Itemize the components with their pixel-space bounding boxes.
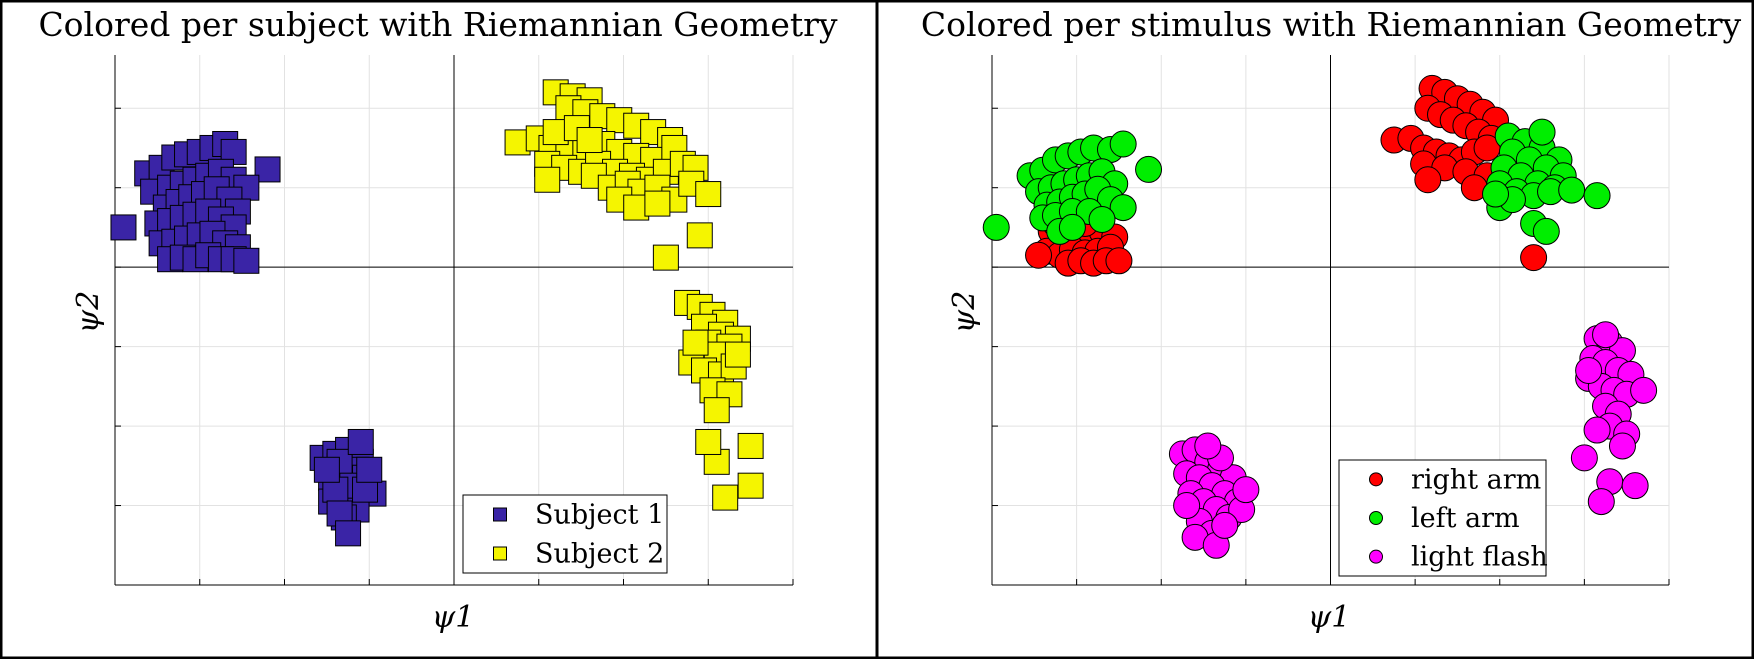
point-light-flash <box>1630 376 1658 404</box>
point-subject-2 <box>712 484 739 511</box>
point-left-arm <box>1109 194 1137 222</box>
right-panel: Colored per stimulus with Riemannian Geo… <box>876 0 1754 659</box>
point-subject-1 <box>356 456 383 483</box>
point-subject-1 <box>335 520 362 547</box>
point-right-arm <box>1105 247 1133 275</box>
left-x-axis-label: ψ1 <box>432 600 475 635</box>
point-left-arm <box>1109 130 1137 158</box>
point-subject-2 <box>703 397 730 424</box>
legend-label-left-arm: left arm <box>1411 503 1520 534</box>
point-subject-2 <box>652 244 679 271</box>
legend-marker-light-flash <box>1369 549 1383 564</box>
point-subject-2 <box>644 190 671 217</box>
point-subject-2 <box>534 166 561 193</box>
point-light-flash <box>1583 416 1611 444</box>
point-subject-2 <box>576 127 603 154</box>
point-light-flash <box>1173 492 1201 520</box>
legend-marker-right-arm <box>1369 472 1383 487</box>
right-panel-frame <box>876 0 1754 659</box>
point-right-arm <box>1025 241 1053 269</box>
left-y-axis-label: ψ2 <box>71 291 106 334</box>
point-subject-2 <box>695 181 722 208</box>
point-subject-2 <box>737 472 764 499</box>
point-right-arm <box>1414 166 1442 194</box>
point-right-arm <box>1520 244 1548 272</box>
point-left-arm <box>1058 213 1086 241</box>
left-chart-title: Colored per subject with Riemannian Geom… <box>38 5 837 44</box>
point-light-flash <box>1211 511 1239 539</box>
point-left-arm <box>1583 182 1611 210</box>
point-left-arm <box>1528 118 1556 146</box>
right-chart-title: Colored per stimulus with Riemannian Geo… <box>921 5 1742 44</box>
point-light-flash <box>1232 476 1260 504</box>
point-light-flash <box>1587 488 1615 516</box>
legend-label-right-arm: right arm <box>1411 464 1541 495</box>
point-subject-2 <box>686 222 713 249</box>
point-light-flash <box>1608 432 1636 460</box>
point-left-arm <box>1558 176 1586 204</box>
point-light-flash <box>1592 321 1620 349</box>
right-plot-marks <box>982 74 1658 559</box>
point-subject-1 <box>110 214 137 241</box>
legend-label-light-flash: light flash <box>1411 542 1548 573</box>
point-left-arm <box>1532 217 1560 245</box>
point-subject-1 <box>347 428 374 455</box>
right-legend: right arm left arm light flash <box>1338 459 1548 577</box>
point-left-arm <box>1088 205 1116 233</box>
legend-marker-left-arm <box>1369 511 1383 525</box>
point-light-flash <box>1621 472 1649 500</box>
point-left-arm <box>1135 155 1163 183</box>
point-subject-1 <box>233 247 260 274</box>
point-subject-2 <box>695 428 722 455</box>
left-plot-marks <box>110 79 764 547</box>
legend-marker-subject-2 <box>493 546 507 561</box>
point-light-flash <box>1194 432 1222 460</box>
point-subject-1 <box>313 456 340 483</box>
point-subject-2 <box>724 341 751 368</box>
point-light-flash <box>1570 444 1598 472</box>
left-panel: Colored per subject with Riemannian Geom… <box>0 0 878 659</box>
legend-label-subject-1: Subject 1 <box>535 500 664 531</box>
point-subject-2 <box>737 432 764 459</box>
point-left-arm <box>1482 180 1510 208</box>
legend-marker-subject-1 <box>493 507 507 522</box>
left-legend: Subject 1 Subject 2 <box>462 494 668 574</box>
right-x-axis-label: ψ1 <box>1308 600 1351 635</box>
legend-label-subject-2: Subject 2 <box>535 539 664 570</box>
right-y-axis-label: ψ2 <box>947 291 982 334</box>
point-left-arm <box>982 213 1010 241</box>
point-light-flash <box>1575 356 1603 384</box>
point-subject-2 <box>682 329 709 356</box>
